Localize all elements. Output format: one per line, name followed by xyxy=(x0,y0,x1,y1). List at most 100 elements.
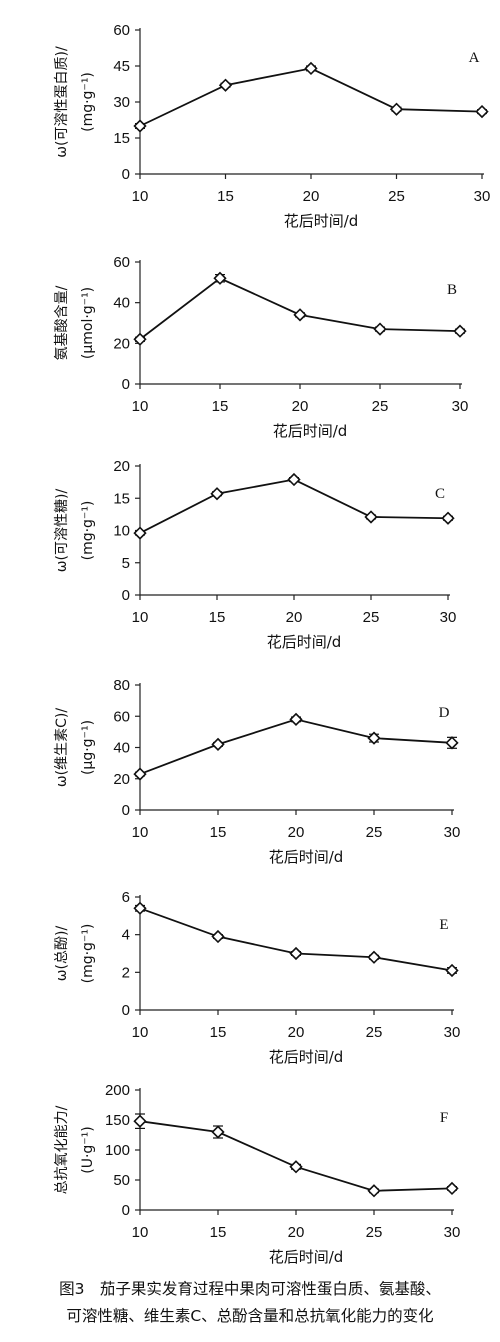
y-tick-label: 45 xyxy=(113,58,130,75)
y-axis-label-line-2: (U·g⁻¹) xyxy=(80,1126,96,1174)
y-tick-label: 80 xyxy=(113,677,130,694)
y-axis-label-line-1: ω(可溶性蛋白质)/ xyxy=(54,46,70,158)
x-tick-label: 25 xyxy=(363,609,380,626)
data-point-marker xyxy=(367,1184,381,1198)
x-axis-label: 花后时间/d xyxy=(284,212,359,230)
data-point-marker xyxy=(289,1160,303,1174)
x-tick-label: 15 xyxy=(212,398,229,415)
y-tick-label: 60 xyxy=(113,22,130,39)
x-tick-label: 30 xyxy=(444,824,461,841)
x-axis-label: 花后时间/d xyxy=(267,633,342,651)
y-tick-label: 100 xyxy=(105,1142,130,1159)
data-point-marker xyxy=(445,963,459,978)
x-tick-label: 25 xyxy=(372,398,389,415)
data-point-marker xyxy=(211,1125,225,1139)
x-tick-label: 10 xyxy=(132,1024,149,1041)
x-tick-label: 20 xyxy=(288,824,305,841)
x-tick-label: 25 xyxy=(388,188,405,205)
y-tick-label: 20 xyxy=(113,458,130,475)
data-point-marker xyxy=(373,322,387,336)
x-tick-label: 25 xyxy=(366,1024,383,1041)
y-tick-label: 0 xyxy=(122,1202,130,1219)
y-tick-label: 15 xyxy=(113,490,130,507)
x-tick-label: 25 xyxy=(366,824,383,841)
x-tick-label: 15 xyxy=(217,188,234,205)
x-tick-label: 15 xyxy=(209,609,226,626)
x-tick-label: 15 xyxy=(210,1024,227,1041)
x-tick-label: 20 xyxy=(288,1224,305,1241)
y-tick-label: 60 xyxy=(113,254,130,271)
data-point-marker xyxy=(289,712,303,727)
y-tick-label: 4 xyxy=(122,927,130,944)
panel-letter: D xyxy=(439,705,450,721)
series-line xyxy=(139,478,449,534)
panel-letter: E xyxy=(439,917,448,933)
data-point-marker xyxy=(304,61,318,76)
x-axis-label: 花后时间/d xyxy=(269,848,344,866)
x-tick-label: 10 xyxy=(132,188,149,205)
data-point-marker xyxy=(133,526,147,540)
x-tick-label: 10 xyxy=(132,824,149,841)
chart-panel-a: 0 15 30 45 60 10 15 20 25 30 花后时间/d ω(可溶性蛋白质)/ (mg·g… xyxy=(54,22,490,230)
x-tick-label: 10 xyxy=(132,398,149,415)
y-axis-label-line-1: ω(可溶性糖)/ xyxy=(54,489,70,573)
x-tick-label: 20 xyxy=(292,398,309,415)
data-point-marker xyxy=(293,308,307,322)
y-tick-label: 50 xyxy=(113,1172,130,1189)
data-point-marker xyxy=(211,929,225,944)
data-point-marker xyxy=(445,736,459,750)
x-tick-label: 10 xyxy=(132,609,149,626)
caption-line-1: 图3 茄子果实发育过程中果肉可溶性蛋白质、氨基酸、 xyxy=(59,1280,441,1298)
data-point-marker xyxy=(218,78,233,92)
y-axis-label-line-2: (mg·g⁻¹) xyxy=(80,501,96,561)
data-point-marker xyxy=(441,511,455,525)
y-tick-label: 40 xyxy=(113,295,130,312)
y-tick-label: 0 xyxy=(122,587,130,604)
data-point-marker xyxy=(211,737,225,752)
y-tick-label: 15 xyxy=(113,130,130,147)
x-tick-label: 30 xyxy=(444,1024,461,1041)
panel-letter: A xyxy=(469,50,480,66)
y-axis-label-line-1: 氨基酸含量/ xyxy=(53,285,70,360)
x-tick-label: 30 xyxy=(474,188,491,205)
y-tick-label: 0 xyxy=(122,1002,130,1019)
x-axis-label: 花后时间/d xyxy=(269,1248,344,1266)
panel-letter: C xyxy=(435,486,445,502)
series-line xyxy=(139,907,453,972)
chart-panel-b: 0 20 40 60 10 15 20 25 30 花后时间/d 氨基酸含量/ (μmol·g⁻¹) B xyxy=(53,254,468,440)
x-tick-label: 30 xyxy=(440,609,457,626)
data-point-marker xyxy=(287,472,301,487)
y-tick-label: 2 xyxy=(122,964,130,981)
x-tick-label: 20 xyxy=(286,609,303,626)
y-axis-label-line-1: ω(维生素C)/ xyxy=(54,708,70,787)
x-tick-label: 10 xyxy=(132,1224,149,1241)
x-tick-label: 30 xyxy=(444,1224,461,1241)
caption-line-2: 可溶性糖、维生素C、总酚含量和总抗氧化能力的变化 xyxy=(66,1307,434,1325)
series-line xyxy=(139,718,453,775)
y-tick-label: 10 xyxy=(113,523,130,540)
x-tick-label: 25 xyxy=(366,1224,383,1241)
x-axis-label: 花后时间/d xyxy=(269,1048,344,1066)
data-point-marker xyxy=(367,950,381,964)
y-tick-label: 40 xyxy=(113,740,130,757)
y-tick-label: 150 xyxy=(105,1112,130,1129)
data-point-marker xyxy=(289,946,303,961)
data-point-marker xyxy=(133,767,147,781)
y-tick-label: 0 xyxy=(122,802,130,819)
x-axis-label: 花后时间/d xyxy=(273,422,348,440)
data-point-marker xyxy=(445,1181,459,1196)
y-axis-label-line-1: ω(总酚)/ xyxy=(54,926,70,982)
data-point-marker xyxy=(133,901,147,915)
series-line xyxy=(139,67,483,127)
chart-panel-c: 0 5 10 15 20 10 15 20 25 30 花后时间/d ω(可溶性糖)/ (mg·g⁻¹)… xyxy=(54,458,456,651)
y-tick-label: 0 xyxy=(122,166,130,183)
data-point-marker xyxy=(475,104,489,119)
y-tick-label: 60 xyxy=(113,708,130,725)
series-line xyxy=(139,1120,453,1192)
x-tick-label: 30 xyxy=(452,398,469,415)
y-tick-label: 5 xyxy=(122,555,130,572)
y-tick-label: 30 xyxy=(113,94,130,111)
data-point-marker xyxy=(133,119,147,133)
panel-letter: F xyxy=(440,1110,448,1126)
panel-letter: B xyxy=(447,282,457,298)
